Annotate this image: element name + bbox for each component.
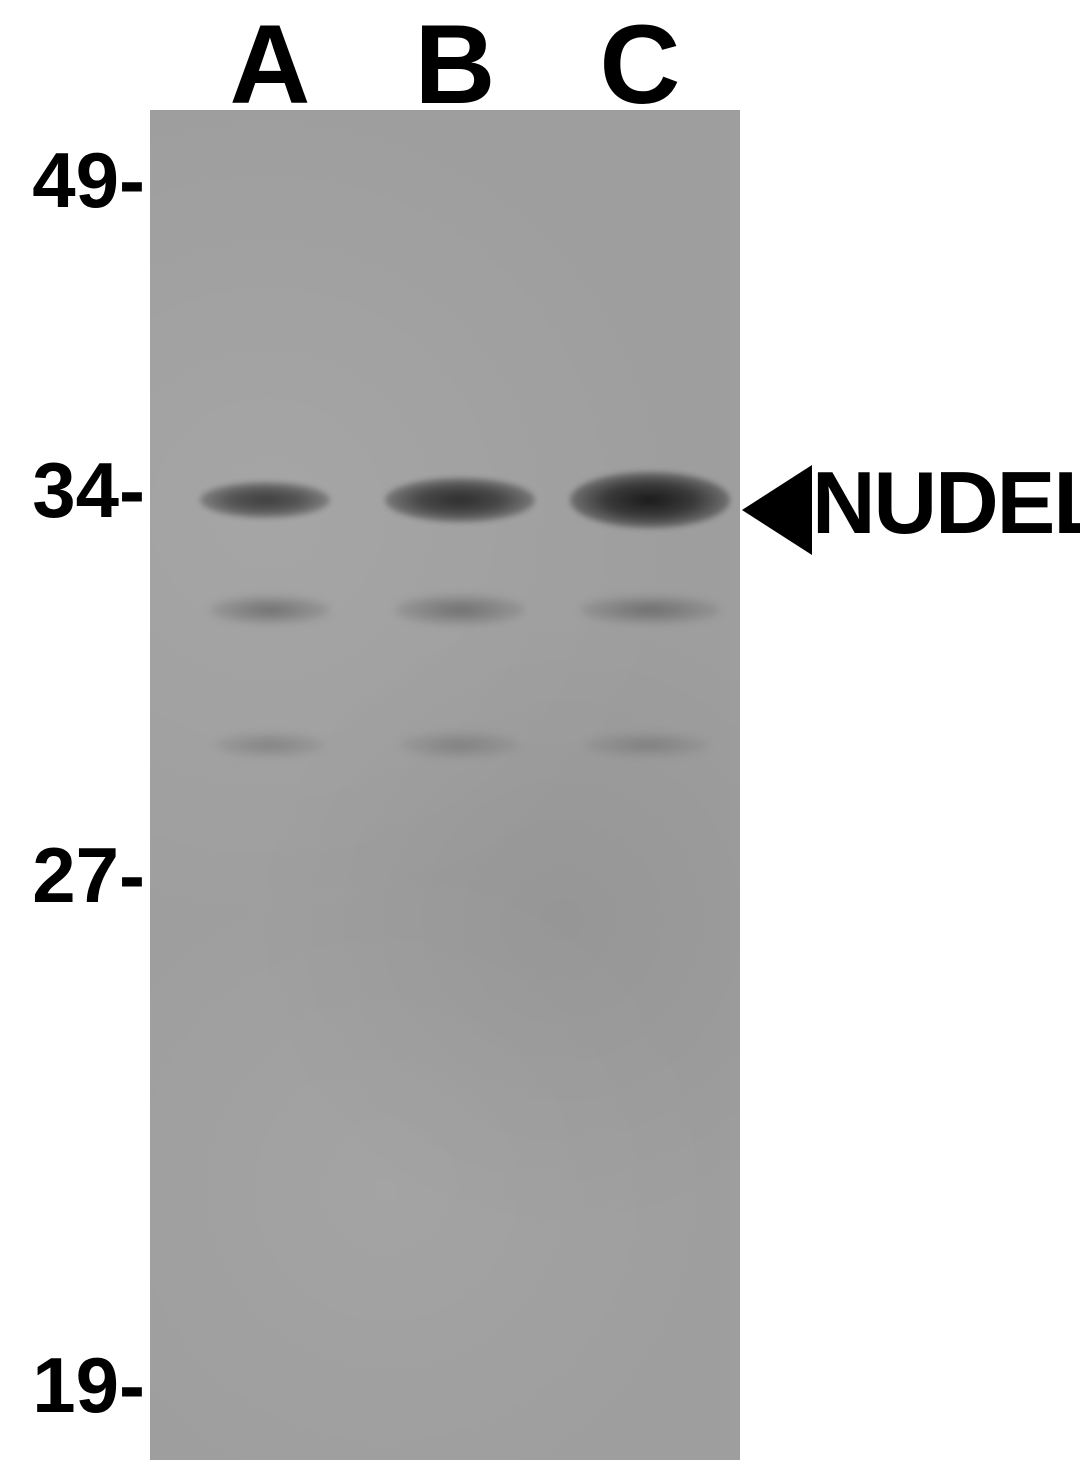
marker-19: 19- <box>0 1340 145 1431</box>
protein-arrow <box>742 465 812 555</box>
band-lane-b-faint1 <box>395 595 525 625</box>
band-lane-a-faint1 <box>210 596 330 624</box>
arrow-triangle-icon <box>742 465 812 555</box>
marker-49: 49- <box>0 135 145 226</box>
marker-27: 27- <box>0 830 145 921</box>
blot-membrane <box>150 110 740 1460</box>
marker-34: 34- <box>0 445 145 536</box>
lane-label-c: C <box>580 0 700 129</box>
lane-label-a: A <box>210 0 330 129</box>
band-lane-b-faint2 <box>400 732 520 758</box>
band-lane-c-faint2 <box>585 733 710 757</box>
band-lane-c-faint1 <box>580 596 720 624</box>
band-lane-c-main <box>570 472 730 528</box>
band-lane-a-main <box>200 482 330 518</box>
lane-label-b: B <box>395 0 515 129</box>
band-lane-b-main <box>385 478 535 522</box>
band-lane-a-faint2 <box>215 733 325 757</box>
protein-name-label: NUDEL <box>812 452 1080 554</box>
